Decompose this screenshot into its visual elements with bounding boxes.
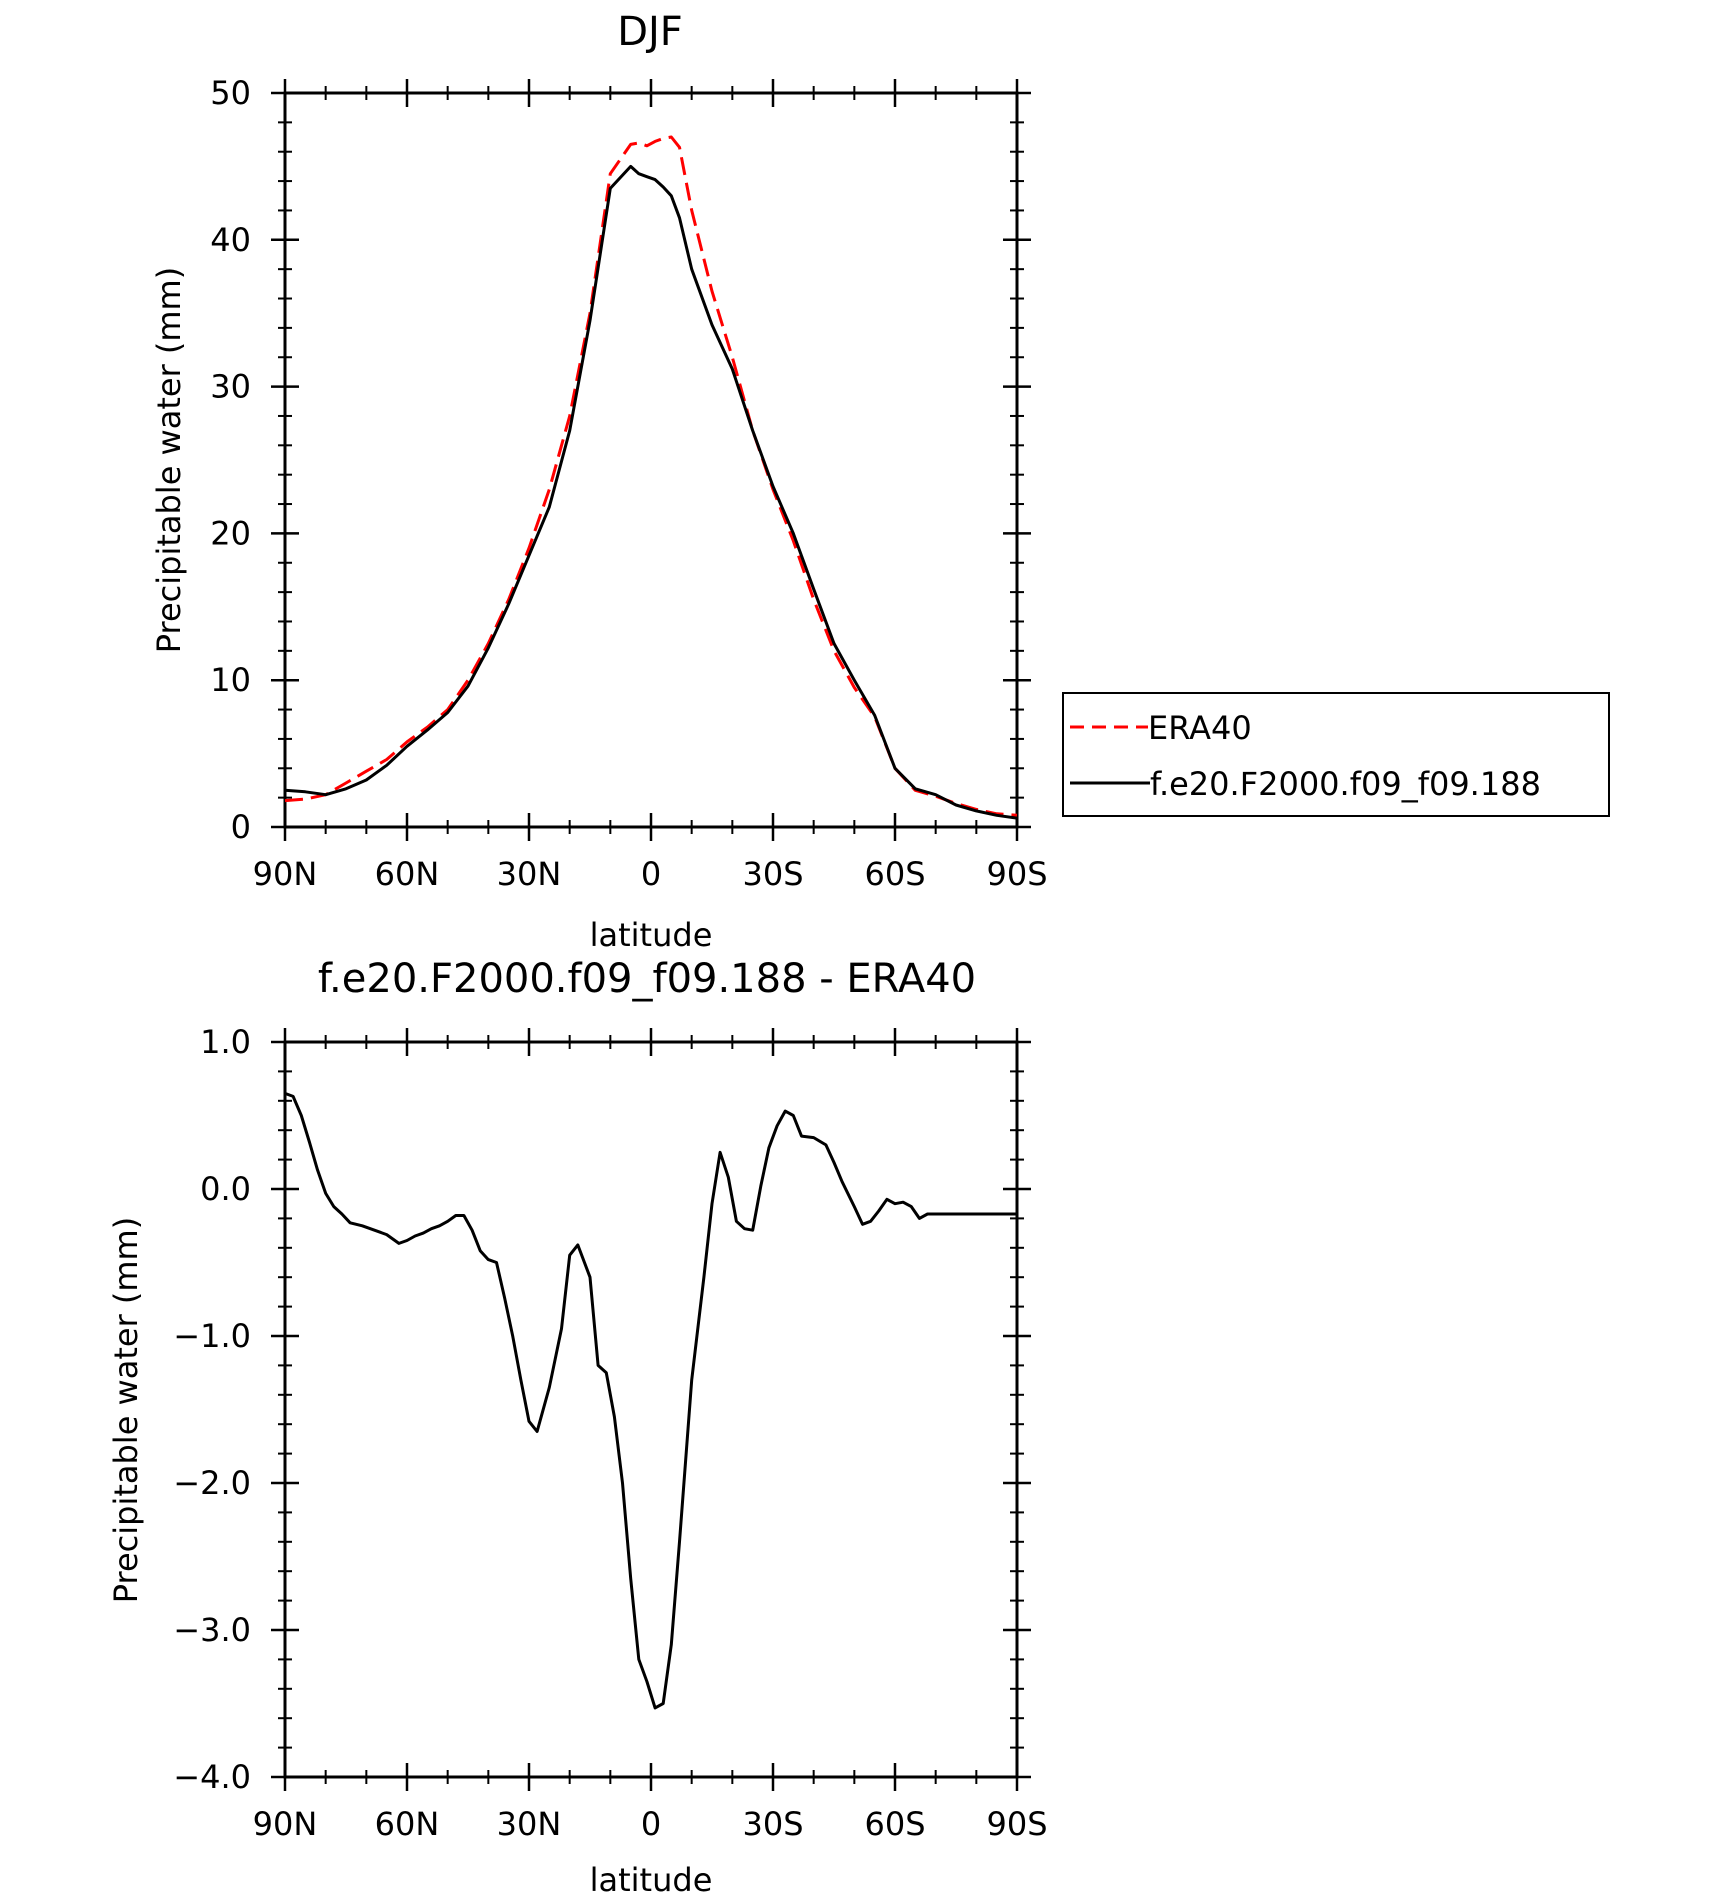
bottom-y-axis-label: Precipitable water (mm)	[107, 1217, 145, 1603]
legend-label-era40: ERA40	[1148, 709, 1252, 747]
bottom-series-line-difference	[284, 1091, 1017, 1710]
bottom-x-tick-label: 90N	[253, 1805, 318, 1843]
bottom-x-tick-label: 60N	[375, 1805, 440, 1843]
top-chart-title: DJF	[617, 9, 683, 55]
bottom-axis-ticks: 90N 60N 30N 0 30S 60S 90S 1.0 0.0 −1.0 −2.0 −3.0 −4.…	[173, 1023, 1047, 1843]
top-y-axis-label: Precipitable water (mm)	[150, 267, 188, 653]
top-axis-ticks: 90N 60N 30N 0 30S 60S 90S 0 10 20 30 40 50	[210, 74, 1047, 893]
top-y-tick-label: 10	[210, 661, 251, 699]
top-x-axis-label: latitude	[590, 916, 713, 954]
bottom-y-tick-label: 0.0	[200, 1170, 251, 1208]
bottom-x-tick-label: 30N	[497, 1805, 562, 1843]
top-y-tick-label: 20	[210, 514, 251, 552]
bottom-x-tick-label: 90S	[986, 1805, 1047, 1843]
top-panel: DJF 90N 60N 30N 0 30S 60S 90S 0 10 20 30 40 50 latit…	[150, 9, 1048, 954]
top-x-tick-label: 30N	[497, 855, 562, 893]
top-y-tick-label: 40	[210, 221, 251, 259]
top-x-tick-label: 0	[641, 855, 661, 893]
bottom-y-tick-label: −4.0	[173, 1758, 251, 1796]
bottom-x-axis-label: latitude	[590, 1861, 713, 1894]
top-series-line-model	[284, 164, 1018, 820]
bottom-y-tick-label: −2.0	[173, 1464, 251, 1502]
top-x-tick-label: 90S	[986, 855, 1047, 893]
bottom-x-tick-label: 0	[641, 1805, 661, 1843]
bottom-chart-title: f.e20.F2000.f09_f09.188 - ERA40	[318, 956, 976, 1002]
legend-box	[1062, 692, 1610, 817]
top-plot-frame	[283, 91, 1019, 829]
bottom-y-tick-label: −1.0	[173, 1317, 251, 1355]
top-y-tick-label: 0	[231, 808, 251, 846]
top-y-tick-label: 30	[210, 368, 251, 406]
bottom-x-tick-label: 60S	[864, 1805, 925, 1843]
legend: ERA40 f.e20.F2000.f09_f09.188	[1062, 692, 1610, 817]
top-y-tick-label: 50	[210, 74, 251, 112]
bottom-y-tick-label: −3.0	[173, 1611, 251, 1649]
top-series-line-era40	[284, 135, 1018, 817]
top-x-tick-label: 90N	[253, 855, 318, 893]
bottom-panel: f.e20.F2000.f09_f09.188 - ERA40 90N 60N 30…	[107, 956, 1048, 1894]
bottom-y-tick-label: 1.0	[200, 1023, 251, 1061]
bottom-x-tick-label: 30S	[742, 1805, 803, 1843]
bottom-plot-frame	[283, 1040, 1019, 1779]
top-x-tick-label: 60S	[864, 855, 925, 893]
top-x-tick-label: 60N	[375, 855, 440, 893]
top-x-tick-label: 30S	[742, 855, 803, 893]
legend-label-model: f.e20.F2000.f09_f09.188	[1150, 765, 1541, 803]
